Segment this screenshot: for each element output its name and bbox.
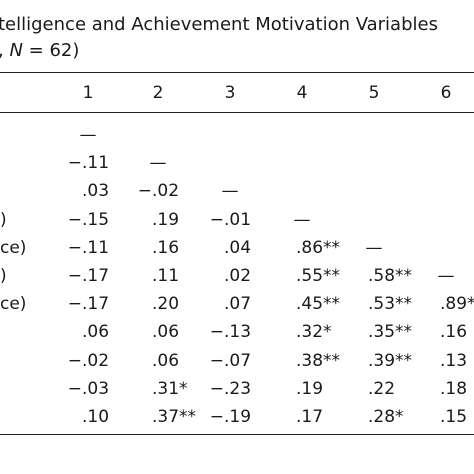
table-cell: .16 [152,237,180,258]
table-cell: .19 [296,378,324,399]
table-cell: — [221,181,239,202]
table-row: ) −.15 .19 −.01 — [0,207,474,233]
table-cell: .22 [368,378,396,399]
table-row: −.03 .31* −.23 .19 .22 .18 [0,376,474,402]
table-cell: .39** [368,350,413,371]
table-row: .06 .06 −.13 .32* .35** .16 [0,319,474,345]
table-cell: .11 [152,266,180,286]
title-n-symbol: N [9,40,23,61]
table-cell: .53** [368,294,413,315]
title-line-1: telligence and Achievement Motivation Va… [0,14,438,35]
table-cell: .35** [368,322,413,343]
table-row: ce) −.17 .20 .07 .45** .53** .89** [0,291,474,317]
table-cell: .28* [368,407,404,427]
row-label: ) [0,209,7,230]
table-title: telligence and Achievement Motivation Va… [0,12,438,38]
table-cell: .13 [440,350,468,371]
header-rule [0,112,474,113]
table-cell: — [293,209,311,230]
table-cell: −.11 [67,153,110,174]
column-header-2: 2 [152,83,164,103]
table-cell: .04 [224,237,252,258]
table-cell: .02 [224,266,252,286]
table-cell: .45** [296,294,341,315]
table-cell: .07 [224,294,252,315]
column-header-3: 3 [224,83,236,103]
title-line-2-lead: , [0,40,9,61]
table-cell: .19 [152,209,180,230]
table-cell: .38** [296,350,341,371]
table-cell: .03 [82,181,110,202]
column-header-6: 6 [440,83,452,103]
column-header-5: 5 [368,83,380,103]
table-cell: .86** [296,237,341,258]
table-cell: −.02 [67,350,110,371]
table-cell: .32* [296,322,332,343]
table-cell: −.19 [209,407,252,427]
table-cell: .58** [368,266,413,286]
row-label: ce) [0,294,27,315]
table-cell: −.17 [67,294,110,315]
table-cell: .17 [296,407,324,427]
row-label: ) [0,266,7,286]
table-cell: −.17 [67,266,110,286]
table-cell: −.11 [67,237,110,258]
table-cell: .18 [440,378,468,399]
bottom-rule [0,434,474,435]
title-line-2-rest: = 62) [22,40,80,61]
table-cell: — [437,266,455,286]
table-cell: .10 [82,407,110,427]
table-row: .03 −.02 — [0,178,474,204]
table-cell: .06 [152,350,180,371]
table-cell: — [365,237,383,258]
table-title-line-2: , N = 62) [0,38,79,64]
table-row: ce) −.11 .16 .04 .86** — [0,235,474,261]
table-cell: — [79,125,97,145]
table-cell: −.15 [67,209,110,230]
table-cell: .37** [152,407,197,427]
table-cell: .06 [152,322,180,343]
table-cell: −.01 [209,209,252,230]
table-row: ) −.17 .11 .02 .55** .58** — [0,263,474,289]
top-rule [0,72,474,73]
table-cell: .31* [152,378,188,399]
column-header-4: 4 [296,83,308,103]
table-cell: .15 [440,407,468,427]
column-header-1: 1 [82,83,94,103]
table-row: — [0,122,474,148]
table-cell: −.23 [209,378,252,399]
table-cell: −.07 [209,350,252,371]
table-cell: — [149,153,167,174]
table-cell: .89** [440,294,474,315]
table-cell: .20 [152,294,180,315]
table-cell: −.02 [137,181,180,202]
table-row: −.02 .06 −.07 .38** .39** .13 [0,348,474,374]
table-cell: −.03 [67,378,110,399]
table-cell: .55** [296,266,341,286]
table-cell: .06 [82,322,110,343]
table-cell: .16 [440,322,468,343]
table-row: .10 .37** −.19 .17 .28* .15 [0,404,474,430]
row-label: ce) [0,237,27,258]
table-row: −.11 — [0,150,474,176]
table-cell: −.13 [209,322,252,343]
